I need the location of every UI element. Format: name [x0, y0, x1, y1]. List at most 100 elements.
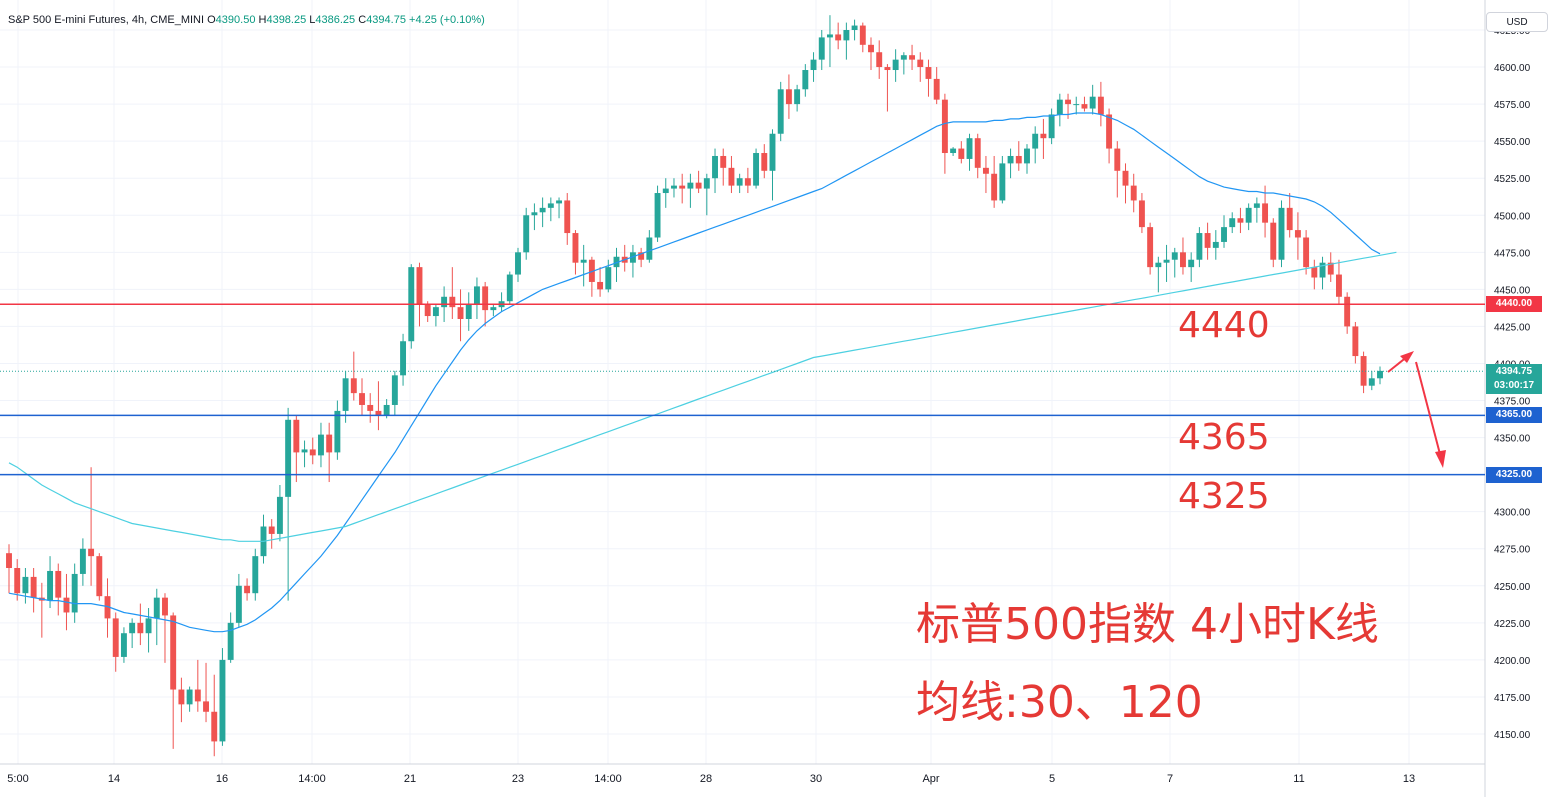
arrow-up-head — [1400, 351, 1414, 363]
candle — [1188, 252, 1195, 282]
y-tick-label: 4550.00 — [1494, 137, 1531, 148]
candle-body — [900, 55, 907, 60]
candle — [1048, 108, 1055, 145]
candle — [515, 247, 521, 282]
resistance-level-label: 4440 — [1178, 305, 1270, 346]
support-level-label-4325: 4325 — [1178, 476, 1270, 517]
candle-body — [982, 167, 989, 174]
candle-body — [1073, 104, 1080, 106]
ma30-line — [8, 112, 1381, 633]
candle — [1130, 173, 1137, 213]
candle — [613, 247, 620, 282]
close-value: 4394.75 — [366, 14, 406, 26]
candle-body — [851, 25, 858, 30]
candle — [1237, 207, 1244, 234]
open-label: O — [207, 14, 216, 26]
candle-body — [777, 89, 784, 134]
candle — [301, 440, 308, 468]
candle — [276, 485, 283, 542]
candle-body — [1303, 237, 1310, 268]
candle-body — [1081, 104, 1088, 109]
candle — [785, 74, 792, 119]
candle — [1171, 247, 1178, 278]
candle — [712, 148, 718, 194]
candle-body — [162, 597, 168, 616]
candle — [982, 155, 989, 194]
candle — [359, 378, 365, 416]
candle-body — [1245, 207, 1252, 223]
candle-body — [359, 393, 365, 405]
support-badge-4365: 4365.00 — [1486, 407, 1542, 424]
candle — [79, 538, 86, 586]
candle — [564, 193, 571, 245]
candle — [400, 333, 407, 386]
candle — [416, 262, 423, 327]
currency-button[interactable]: USD — [1486, 12, 1548, 32]
candle-body — [1368, 378, 1375, 386]
high-label: H — [258, 14, 267, 26]
candle-body — [1106, 114, 1113, 149]
candle-body — [457, 307, 464, 320]
candle — [827, 15, 833, 68]
candle-body — [917, 59, 924, 68]
close-label: C — [358, 14, 367, 26]
candle — [244, 578, 251, 601]
candle-body — [1294, 230, 1301, 238]
candle — [268, 519, 275, 549]
candle-body — [400, 341, 407, 376]
high-value: 4398.25 — [266, 14, 307, 26]
candle — [178, 677, 185, 723]
candle — [835, 22, 842, 50]
candle — [523, 207, 530, 260]
y-tick-label: 4300.00 — [1494, 508, 1531, 519]
candle — [556, 197, 562, 219]
candle — [884, 64, 891, 112]
candle — [1040, 118, 1047, 159]
candle-body — [293, 419, 300, 453]
candle-body — [629, 252, 636, 263]
candle-body — [309, 449, 316, 456]
candle — [137, 603, 144, 646]
candle-body — [843, 30, 850, 41]
candle-body — [1048, 114, 1055, 139]
candle-body — [1278, 207, 1285, 260]
candle — [539, 197, 546, 228]
candle — [350, 351, 357, 401]
candle-body — [88, 548, 95, 557]
candle-body — [120, 633, 127, 657]
candle — [1056, 93, 1063, 127]
candle-body — [63, 597, 70, 613]
candle — [720, 148, 727, 186]
candle — [736, 173, 743, 194]
candle-body — [334, 410, 341, 453]
candle-body — [1286, 207, 1293, 231]
candle — [30, 568, 37, 613]
x-tick-label: 14:00 — [594, 773, 622, 785]
candle — [818, 30, 825, 71]
x-tick-label: Apr — [922, 773, 939, 785]
x-tick-label: 30 — [810, 773, 822, 785]
candle-body — [662, 188, 669, 194]
ma120-line — [8, 251, 1397, 542]
candle-body — [810, 59, 817, 71]
candle — [153, 588, 160, 646]
candle-body — [1147, 227, 1154, 268]
candle — [1327, 252, 1334, 282]
candle — [1368, 370, 1375, 391]
arrow-down-line — [1415, 361, 1442, 459]
candle — [547, 197, 554, 222]
candle — [1015, 141, 1022, 171]
candle-body — [1327, 262, 1334, 275]
candle — [1360, 351, 1367, 394]
candle — [588, 256, 595, 297]
candle — [194, 659, 201, 712]
candle-body — [506, 274, 513, 302]
candle — [47, 556, 54, 609]
candle — [120, 627, 127, 663]
candle-body — [1007, 155, 1014, 164]
candle — [966, 133, 973, 171]
candle-body — [597, 281, 604, 290]
candle — [309, 437, 316, 465]
last-price-value: 4394.75 — [1495, 366, 1533, 377]
